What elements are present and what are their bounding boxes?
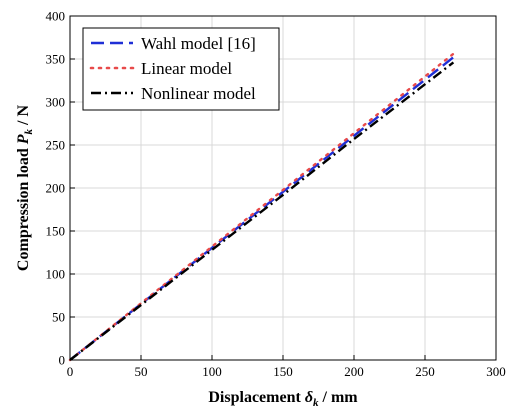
y-axis-title-text: Compression load [15,144,32,271]
x-tick-label: 250 [415,364,435,379]
y-tick-label: 100 [46,267,66,282]
y-tick-label: 300 [46,95,66,110]
y-tick-label: 150 [46,224,66,239]
y-tick-label: 400 [46,9,66,24]
x-axis-title-text: Displacement [208,389,304,406]
series-line-1 [68,52,455,362]
y-axis-title: Compression load Pk / N [15,104,35,271]
series-line-2 [69,61,455,361]
y-tick-label: 0 [59,353,66,368]
x-axis-title: Displacement δk / mm [208,389,358,409]
x-tick-label: 300 [486,364,506,379]
legend-label-2: Nonlinear model [141,84,256,103]
y-tick-label: 250 [46,138,66,153]
x-tick-label: 200 [344,364,364,379]
x-axis-title-symbol: δ [305,389,313,406]
y-tick-label: 350 [46,52,66,67]
legend: Wahl model [16] Linear model Nonlinear mod… [82,27,280,111]
y-axis-title-sub: k [23,128,35,134]
x-axis-title-unit: / mm [319,389,359,406]
x-tick-label: 0 [67,364,74,379]
y-tick-label: 200 [46,181,66,196]
y-tick-label: 50 [52,310,65,325]
x-tick-label: 150 [273,364,293,379]
legend-label-1: Linear model [141,59,232,78]
ticks: 0 50 100 150 200 250 300 0 50 100 150 200 250 300 350 4… [46,9,506,380]
legend-label-0: Wahl model [16] [141,34,256,53]
x-tick-label: 100 [202,364,222,379]
x-axis-title-sub: k [313,397,319,409]
y-axis-title-symbol: P [15,134,32,145]
y-axis-title-unit: / N [15,104,32,128]
x-tick-label: 50 [135,364,148,379]
series-layer [68,52,455,362]
